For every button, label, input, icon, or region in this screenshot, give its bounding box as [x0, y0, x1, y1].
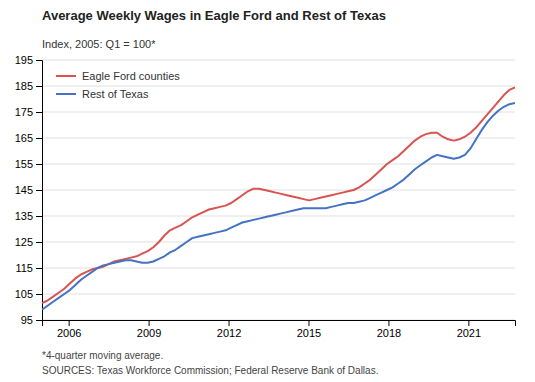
- legend: Eagle Ford counties Rest of Texas: [56, 70, 180, 100]
- y-tick-label: 175: [15, 106, 33, 118]
- y-tick-mark: [36, 320, 42, 321]
- x-axis: 2006 2009 2012 2015 2018 2021: [43, 320, 516, 339]
- y-tick-label: 195: [15, 54, 33, 66]
- legend-item: Rest of Texas: [56, 88, 149, 100]
- footnote: SOURCES: Texas Workforce Commission; Fed…: [42, 365, 378, 376]
- x-tick: 2015: [297, 320, 321, 339]
- chart: Average Weekly Wages in Eagle Ford and R…: [0, 0, 535, 382]
- title: Average Weekly Wages in Eagle Ford and R…: [42, 8, 386, 23]
- y-tick: 125: [15, 236, 42, 248]
- y-tick-mark: [36, 294, 42, 295]
- series-line: [42, 103, 515, 310]
- grid-line: [42, 112, 515, 113]
- y-tick-label: 95: [21, 314, 33, 326]
- x-tick-mark: [149, 320, 150, 326]
- legend-label: Rest of Texas: [82, 88, 149, 100]
- x-tick-label: 2006: [57, 327, 81, 339]
- x-tick-label: 2015: [297, 327, 321, 339]
- y-tick-label: 135: [15, 210, 33, 222]
- y-axis-line: [36, 61, 43, 321]
- y-tick-label: 155: [15, 158, 33, 170]
- grid-line: [42, 294, 515, 295]
- legend-label: Eagle Ford counties: [82, 70, 180, 82]
- y-tick: 115: [15, 262, 42, 274]
- x-tick-label: 2018: [377, 327, 401, 339]
- x-tick-mark: [468, 320, 469, 326]
- y-tick: 135: [15, 210, 42, 222]
- y-tick-mark: [36, 138, 42, 139]
- y-tick: 105: [15, 288, 42, 300]
- y-axis: 95 105 115 125 135 145 155 165 175 185 195: [15, 54, 43, 326]
- x-tick: 2009: [137, 320, 161, 339]
- grid-line: [42, 216, 515, 217]
- plot-area: [42, 87, 515, 309]
- x-tick-label: 2021: [457, 327, 481, 339]
- x-axis-line: [43, 321, 516, 327]
- grid-line: [42, 60, 515, 61]
- grid-line: [42, 190, 515, 191]
- y-tick: 95: [21, 314, 42, 326]
- y-tick-label: 165: [15, 132, 33, 144]
- y-tick-mark: [36, 268, 42, 269]
- y-tick-mark: [36, 86, 42, 87]
- x-tick-label: 2009: [137, 327, 161, 339]
- grid-line: [42, 242, 515, 243]
- y-tick: 145: [15, 184, 42, 196]
- x-tick-mark: [388, 320, 389, 326]
- y-tick-mark: [36, 216, 42, 217]
- y-tick-mark: [36, 60, 42, 61]
- y-tick: 195: [15, 54, 42, 66]
- y-tick-mark: [36, 242, 42, 243]
- y-tick: 175: [15, 106, 42, 118]
- y-tick-label: 125: [15, 236, 33, 248]
- y-tick-mark: [36, 190, 42, 191]
- footnote: *4-quarter moving average.: [42, 350, 163, 361]
- y-tick-mark: [36, 112, 42, 113]
- y-tick-label: 105: [15, 288, 33, 300]
- x-tick: 2018: [377, 320, 401, 339]
- x-tick: 2021: [457, 320, 481, 339]
- grid-line: [42, 164, 515, 165]
- grid-line: [42, 86, 515, 87]
- x-tick-mark: [69, 320, 70, 326]
- legend-item: Eagle Ford counties: [56, 70, 180, 82]
- series-line: [42, 87, 515, 303]
- x-tick-mark: [229, 320, 230, 326]
- x-tick-label: 2012: [217, 327, 241, 339]
- grid-line: [42, 268, 515, 269]
- subtitle: Index, 2005: Q1 = 100*: [42, 38, 156, 50]
- legend-swatch: [56, 93, 76, 95]
- x-tick-mark: [308, 320, 309, 326]
- y-tick-mark: [36, 164, 42, 165]
- legend-swatch: [56, 75, 76, 77]
- x-tick: 2006: [57, 320, 81, 339]
- y-tick-label: 185: [15, 80, 33, 92]
- y-tick-label: 115: [15, 262, 33, 274]
- y-tick: 165: [15, 132, 42, 144]
- y-tick: 185: [15, 80, 42, 92]
- y-tick: 155: [15, 158, 42, 170]
- y-tick-label: 145: [15, 184, 33, 196]
- x-tick: 2012: [217, 320, 241, 339]
- grid: [42, 60, 515, 320]
